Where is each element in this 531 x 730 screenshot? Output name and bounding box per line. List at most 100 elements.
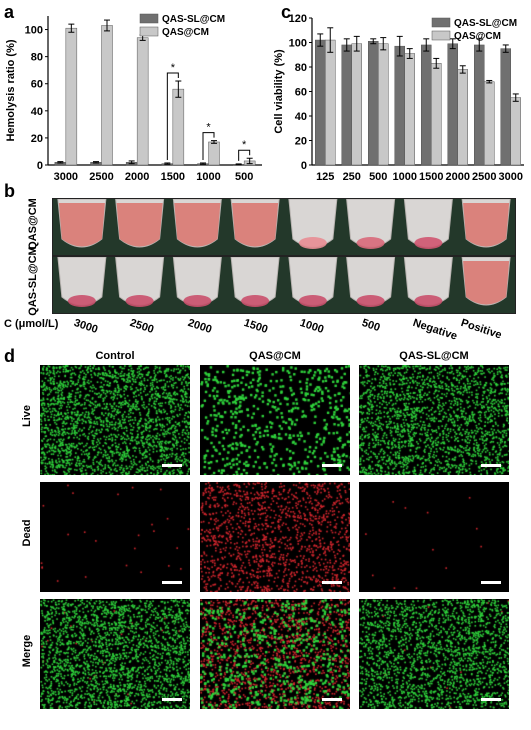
micro-col-control: Control bbox=[95, 350, 135, 362]
bar bbox=[500, 48, 511, 166]
x-tick-label: 2500 bbox=[89, 171, 113, 183]
x-tick-label: 2000 bbox=[446, 171, 470, 183]
tube-label: 2500 bbox=[128, 317, 156, 336]
micrograph-image bbox=[40, 599, 190, 709]
legend-swatch bbox=[139, 26, 159, 37]
significance-mark: * bbox=[242, 139, 247, 151]
legend-swatch bbox=[139, 13, 159, 24]
micrograph bbox=[40, 482, 190, 592]
bar bbox=[457, 69, 468, 166]
micrograph bbox=[359, 365, 509, 475]
tube-pellet bbox=[356, 295, 385, 307]
y-tick-label: 80 bbox=[31, 52, 43, 64]
y-tick-label: 0 bbox=[301, 160, 307, 172]
tube-liquid bbox=[463, 261, 510, 305]
significance-bracket bbox=[202, 132, 215, 160]
legend-label: QAS@CM bbox=[162, 27, 209, 38]
bar bbox=[101, 25, 113, 166]
panel-label-a: a bbox=[4, 2, 15, 22]
micro-row-merge: Merge bbox=[21, 634, 33, 668]
micrograph-image bbox=[40, 482, 190, 592]
x-tick-label: 2000 bbox=[125, 171, 149, 183]
y-axis-label: Hemolysis ratio (%) bbox=[5, 39, 17, 141]
micrograph-image bbox=[200, 599, 350, 709]
panel-label-d: d bbox=[4, 346, 15, 366]
bar bbox=[351, 43, 362, 166]
micrograph bbox=[40, 599, 190, 709]
tube-liquid bbox=[116, 203, 163, 247]
cell-viability-chart: 0 20 40 60 80 100 120 Cell viability (%) 125 250 5… bbox=[273, 13, 524, 183]
tube-pellet bbox=[298, 237, 327, 249]
tube-label: Positive bbox=[459, 317, 504, 342]
hemolysis-chart: 0 20 40 60 80 100 Hemolysis ratio (%) 3000 2500 2… bbox=[5, 13, 262, 183]
x-tick-label: 1500 bbox=[161, 171, 185, 183]
micrograph bbox=[200, 482, 350, 592]
legend-swatch bbox=[431, 30, 451, 41]
y-tick-label: 120 bbox=[289, 13, 307, 25]
y-tick-label: 40 bbox=[295, 111, 307, 123]
micro-col-qas-sl: QAS-SL@CM bbox=[399, 350, 469, 362]
bar bbox=[394, 45, 405, 166]
y-tick-label: 20 bbox=[31, 133, 43, 145]
y-tick-label: 80 bbox=[295, 62, 307, 74]
scale-bar bbox=[481, 464, 501, 467]
micrograph bbox=[359, 482, 509, 592]
y-tick-label: 0 bbox=[37, 160, 43, 172]
tube-liquid bbox=[232, 203, 279, 247]
scale-bar bbox=[162, 464, 182, 467]
significance-mark: * bbox=[206, 122, 211, 134]
tube-pellet bbox=[125, 295, 154, 307]
tube-label: 3000 bbox=[72, 317, 100, 336]
scale-bar bbox=[162, 698, 182, 701]
tube-liquid bbox=[463, 203, 510, 247]
bar bbox=[208, 141, 220, 166]
scale-bar bbox=[322, 581, 342, 584]
tube-label: 2000 bbox=[186, 317, 214, 336]
tube-liquid bbox=[174, 203, 221, 247]
y-tick-label: 100 bbox=[289, 38, 307, 50]
tube-pellet bbox=[298, 295, 327, 307]
y-axis-label: Cell viability (%) bbox=[273, 49, 285, 134]
bar bbox=[447, 43, 458, 166]
micrograph-image bbox=[200, 365, 350, 475]
bar bbox=[404, 53, 415, 166]
y-tick-label: 40 bbox=[31, 106, 43, 118]
panel-label-c: c bbox=[281, 2, 292, 22]
tube-label: Negative bbox=[411, 317, 459, 343]
x-tick-label: 500 bbox=[369, 171, 387, 183]
x-tick-label: 125 bbox=[316, 171, 334, 183]
x-tick-label: 3000 bbox=[499, 171, 523, 183]
tube-photo bbox=[53, 199, 515, 255]
micrograph-image bbox=[359, 599, 509, 709]
legend-label: QAS-SL@CM bbox=[162, 14, 225, 25]
x-tick-label: 3000 bbox=[54, 171, 78, 183]
scale-bar bbox=[481, 698, 501, 701]
bar bbox=[474, 44, 485, 166]
micrograph-image bbox=[359, 365, 509, 475]
x-tick-label: 2500 bbox=[472, 171, 496, 183]
tube-photo-row-qas-sl bbox=[52, 256, 516, 314]
bar bbox=[510, 97, 521, 166]
bar bbox=[421, 44, 432, 166]
bar bbox=[484, 81, 495, 166]
legend-label: QAS@CM bbox=[454, 31, 501, 42]
scale-bar bbox=[162, 581, 182, 584]
bar bbox=[136, 37, 149, 166]
micro-col-qas: QAS@CM bbox=[249, 350, 301, 362]
bar bbox=[172, 88, 185, 166]
tube-pellet bbox=[414, 295, 443, 307]
tube-pellet bbox=[356, 237, 385, 249]
micrograph bbox=[359, 599, 509, 709]
micrograph-image bbox=[40, 365, 190, 475]
tube-photo-row-qas bbox=[52, 198, 516, 256]
significance-bracket bbox=[238, 149, 251, 161]
tube-pellet bbox=[183, 295, 212, 307]
bar bbox=[431, 63, 442, 166]
y-tick-label: 60 bbox=[295, 87, 307, 99]
x-tick-label: 1000 bbox=[196, 171, 220, 183]
photo-row-label-qas-sl: QAS-SL@CM bbox=[27, 246, 39, 316]
y-tick-label: 20 bbox=[295, 136, 307, 148]
tube-pellet bbox=[241, 295, 270, 307]
tube-pellet bbox=[67, 295, 96, 307]
legend-swatch bbox=[431, 17, 451, 28]
